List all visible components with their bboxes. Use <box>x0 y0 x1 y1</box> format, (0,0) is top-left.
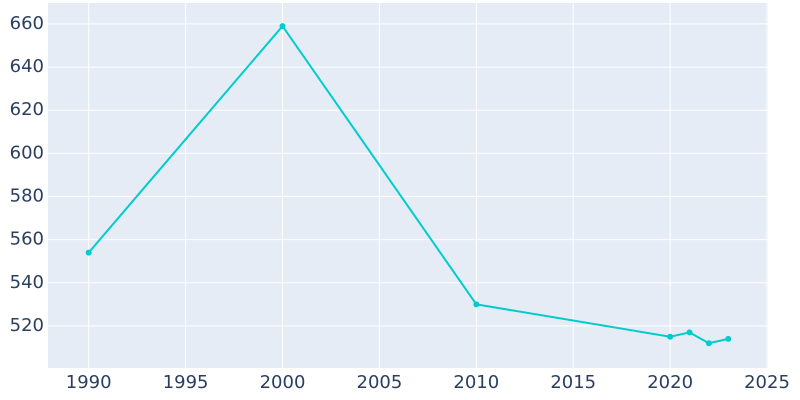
y-tick-label: 620 <box>10 99 44 120</box>
y-tick-label: 520 <box>10 315 44 336</box>
point <box>705 340 712 347</box>
point <box>279 23 286 30</box>
x-tick-label: 2010 <box>453 372 499 393</box>
x-tick-label: 1990 <box>66 372 112 393</box>
x-tick-label: 2025 <box>744 372 790 393</box>
y-tick-label: 540 <box>10 272 44 293</box>
point <box>85 249 92 256</box>
x-tick-label: 2005 <box>357 372 403 393</box>
y-tick-label: 560 <box>10 229 44 250</box>
point <box>686 329 693 336</box>
point <box>667 333 674 340</box>
x-tick-label: 1995 <box>163 372 209 393</box>
y-tick-label: 660 <box>10 13 44 34</box>
plot-area <box>48 3 768 368</box>
x-tick-label: 2000 <box>260 372 306 393</box>
y-tick-label: 580 <box>10 186 44 207</box>
point <box>473 301 480 308</box>
x-tick-label: 2020 <box>647 372 693 393</box>
y-tick-label: 600 <box>10 142 44 163</box>
point <box>725 335 732 342</box>
x-tick-label: 2015 <box>550 372 596 393</box>
y-tick-label: 640 <box>10 56 44 77</box>
